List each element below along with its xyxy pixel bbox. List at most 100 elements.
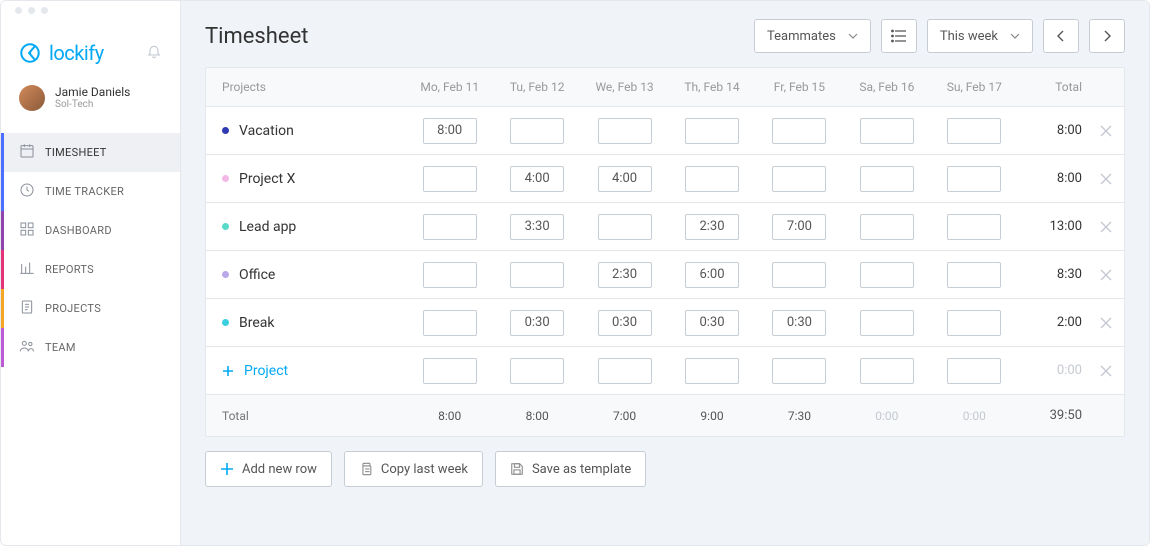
time-cell: 4:00 — [493, 166, 580, 192]
table-row: Break0:300:300:300:302:00 — [206, 298, 1124, 346]
nav-label: PROJECTS — [45, 302, 101, 315]
nav-icon — [19, 143, 35, 162]
time-input[interactable] — [685, 358, 739, 384]
avatar — [19, 85, 45, 111]
sidebar-item-timesheet[interactable]: TIMESHEET — [1, 133, 180, 172]
time-input[interactable]: 8:00 — [423, 118, 477, 144]
save-template-button[interactable]: Save as template — [495, 451, 646, 487]
user-name: Jamie Daniels — [55, 86, 130, 99]
delete-row-button[interactable] — [1088, 125, 1124, 137]
time-cell: 3:30 — [493, 214, 580, 240]
add-new-row-button[interactable]: Add new row — [205, 451, 332, 487]
sidebar-item-team[interactable]: TEAM — [1, 328, 180, 367]
row-total: 8:00 — [1018, 123, 1088, 138]
col-day-1: Tu, Feb 12 — [493, 80, 580, 94]
time-cell — [581, 118, 668, 144]
nav-label: REPORTS — [45, 263, 94, 276]
sidebar: lockify Jamie Daniels Sol-Tech TIMESHEET… — [1, 1, 181, 545]
time-input[interactable] — [510, 118, 564, 144]
range-select[interactable]: This week — [927, 19, 1033, 53]
time-input[interactable] — [860, 214, 914, 240]
accent-bar — [1, 172, 4, 211]
project-cell[interactable]: Break — [206, 315, 406, 331]
delete-row-button[interactable] — [1088, 269, 1124, 281]
project-dot — [222, 175, 229, 182]
time-cell: 2:30 — [668, 214, 755, 240]
time-cell: 8:00 — [406, 118, 493, 144]
time-input[interactable] — [947, 358, 1001, 384]
time-input[interactable] — [423, 310, 477, 336]
bell-icon[interactable] — [146, 43, 162, 63]
sidebar-item-dashboard[interactable]: DASHBOARD — [1, 211, 180, 250]
delete-row-button[interactable] — [1088, 221, 1124, 233]
time-input[interactable] — [772, 262, 826, 288]
time-cell — [931, 310, 1018, 336]
time-cell — [756, 166, 843, 192]
time-input[interactable] — [685, 118, 739, 144]
time-cell — [843, 262, 930, 288]
project-dot — [222, 223, 229, 230]
copy-last-week-button[interactable]: Copy last week — [344, 451, 483, 487]
time-input[interactable]: 2:30 — [685, 214, 739, 240]
time-input[interactable]: 0:30 — [598, 310, 652, 336]
add-project-label: Project — [244, 363, 288, 379]
project-cell[interactable]: Lead app — [206, 219, 406, 235]
time-input[interactable]: 6:00 — [685, 262, 739, 288]
sidebar-item-projects[interactable]: PROJECTS — [1, 289, 180, 328]
footer-day-3: 9:00 — [668, 409, 755, 423]
project-cell[interactable]: Vacation — [206, 123, 406, 139]
project-cell[interactable]: Project X — [206, 171, 406, 187]
time-input[interactable] — [685, 166, 739, 192]
accent-bar — [1, 133, 4, 172]
time-cell: 0:30 — [581, 310, 668, 336]
time-input[interactable]: 0:30 — [685, 310, 739, 336]
sidebar-item-time-tracker[interactable]: TIME TRACKER — [1, 172, 180, 211]
list-view-button[interactable] — [881, 19, 917, 53]
time-input[interactable] — [772, 118, 826, 144]
time-input[interactable] — [860, 118, 914, 144]
prev-week-button[interactable] — [1043, 19, 1079, 53]
time-input[interactable] — [598, 214, 652, 240]
time-input[interactable] — [423, 262, 477, 288]
time-input[interactable] — [598, 118, 652, 144]
time-input[interactable] — [860, 166, 914, 192]
table-footer-row: Total8:008:007:009:007:300:000:0039:50 — [206, 394, 1124, 436]
time-input[interactable] — [423, 214, 477, 240]
time-input[interactable]: 2:30 — [598, 262, 652, 288]
time-input[interactable] — [947, 310, 1001, 336]
delete-row-button[interactable] — [1088, 173, 1124, 185]
time-input[interactable] — [860, 358, 914, 384]
time-input[interactable]: 7:00 — [772, 214, 826, 240]
time-input[interactable]: 4:00 — [510, 166, 564, 192]
user-block[interactable]: Jamie Daniels Sol-Tech — [1, 81, 180, 127]
close-icon — [1100, 269, 1112, 281]
delete-row-button[interactable] — [1088, 317, 1124, 329]
time-input[interactable]: 4:00 — [598, 166, 652, 192]
time-cell — [581, 214, 668, 240]
next-week-button[interactable] — [1089, 19, 1125, 53]
delete-row-button[interactable] — [1088, 365, 1124, 377]
sidebar-item-reports[interactable]: REPORTS — [1, 250, 180, 289]
time-input[interactable] — [598, 358, 652, 384]
time-input[interactable] — [510, 358, 564, 384]
time-cell — [493, 262, 580, 288]
teammates-select[interactable]: Teammates — [754, 19, 871, 53]
time-input[interactable] — [772, 166, 826, 192]
time-input[interactable] — [423, 358, 477, 384]
time-input[interactable]: 3:30 — [510, 214, 564, 240]
footer-grand-total: 39:50 — [1018, 408, 1088, 423]
time-input[interactable] — [772, 358, 826, 384]
time-input[interactable] — [947, 214, 1001, 240]
project-cell[interactable]: Office — [206, 267, 406, 283]
time-input[interactable] — [947, 118, 1001, 144]
time-input[interactable] — [510, 262, 564, 288]
add-project-cell[interactable]: Project — [206, 363, 406, 379]
time-input[interactable] — [947, 166, 1001, 192]
time-input[interactable] — [860, 310, 914, 336]
time-input[interactable]: 0:30 — [510, 310, 564, 336]
time-input[interactable]: 0:30 — [772, 310, 826, 336]
close-icon — [1100, 221, 1112, 233]
time-input[interactable] — [860, 262, 914, 288]
time-input[interactable] — [423, 166, 477, 192]
time-input[interactable] — [947, 262, 1001, 288]
